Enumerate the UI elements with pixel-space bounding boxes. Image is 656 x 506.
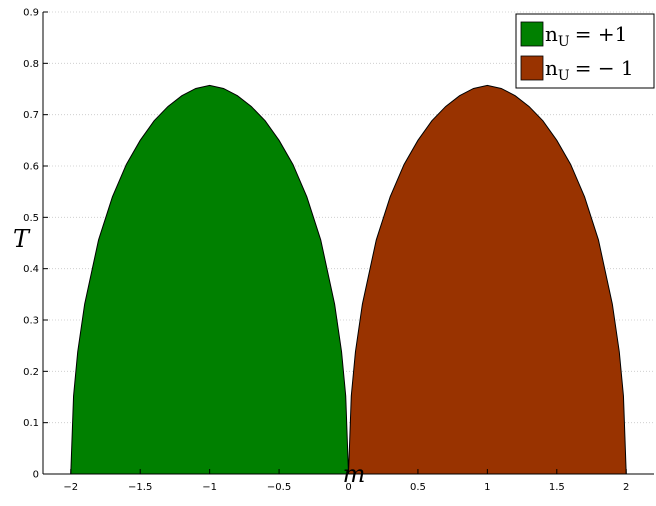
y-tick-label: 0.7 (23, 110, 39, 121)
y-tick-label: 0.1 (23, 418, 39, 429)
series-area-1 (70, 84, 350, 475)
x-tick-labels: −2 −1.5 −1 −0.5 0 0.5 1 1.5 2 (63, 482, 629, 493)
axes (42, 11, 654, 475)
y-tick-label: 0.9 (23, 8, 39, 19)
y-tick-label: 0.4 (23, 264, 39, 275)
x-tick-label: −0.5 (267, 482, 291, 493)
x-tick-label: 1.5 (549, 482, 565, 493)
series-area-2 (347, 84, 627, 475)
legend-label-1: nU = +1 (545, 22, 627, 50)
x-tick-label: −1.5 (128, 482, 152, 493)
legend-label-2: nU = − 1 (545, 56, 634, 84)
x-axis-title: m (343, 460, 366, 488)
y-tick-label: 0.6 (23, 162, 39, 173)
y-tick-label: 0.5 (23, 213, 39, 224)
x-tick-label: 0.5 (410, 482, 426, 493)
legend: nU = +1 nU = − 1 (515, 13, 655, 89)
legend-swatch-2 (520, 55, 544, 81)
y-axis-title: T (13, 225, 31, 253)
y-tick-labels: 0 0.1 0.2 0.3 0.4 0.5 0.6 0.7 0.8 0.9 (23, 8, 39, 481)
x-tick-label: −1 (202, 482, 217, 493)
x-tick-label: 2 (623, 482, 629, 493)
x-tick-label: −2 (63, 482, 78, 493)
x-tick-label: 0 (345, 482, 351, 493)
series-areas (70, 84, 627, 475)
y-tick-label: 0.8 (23, 59, 39, 70)
x-tick-label: 1 (484, 482, 490, 493)
y-tick-label: 0.3 (23, 316, 39, 327)
y-tick-label: 0.2 (23, 367, 39, 378)
y-tick-label: 0 (33, 470, 39, 481)
legend-swatch-1 (520, 21, 544, 47)
